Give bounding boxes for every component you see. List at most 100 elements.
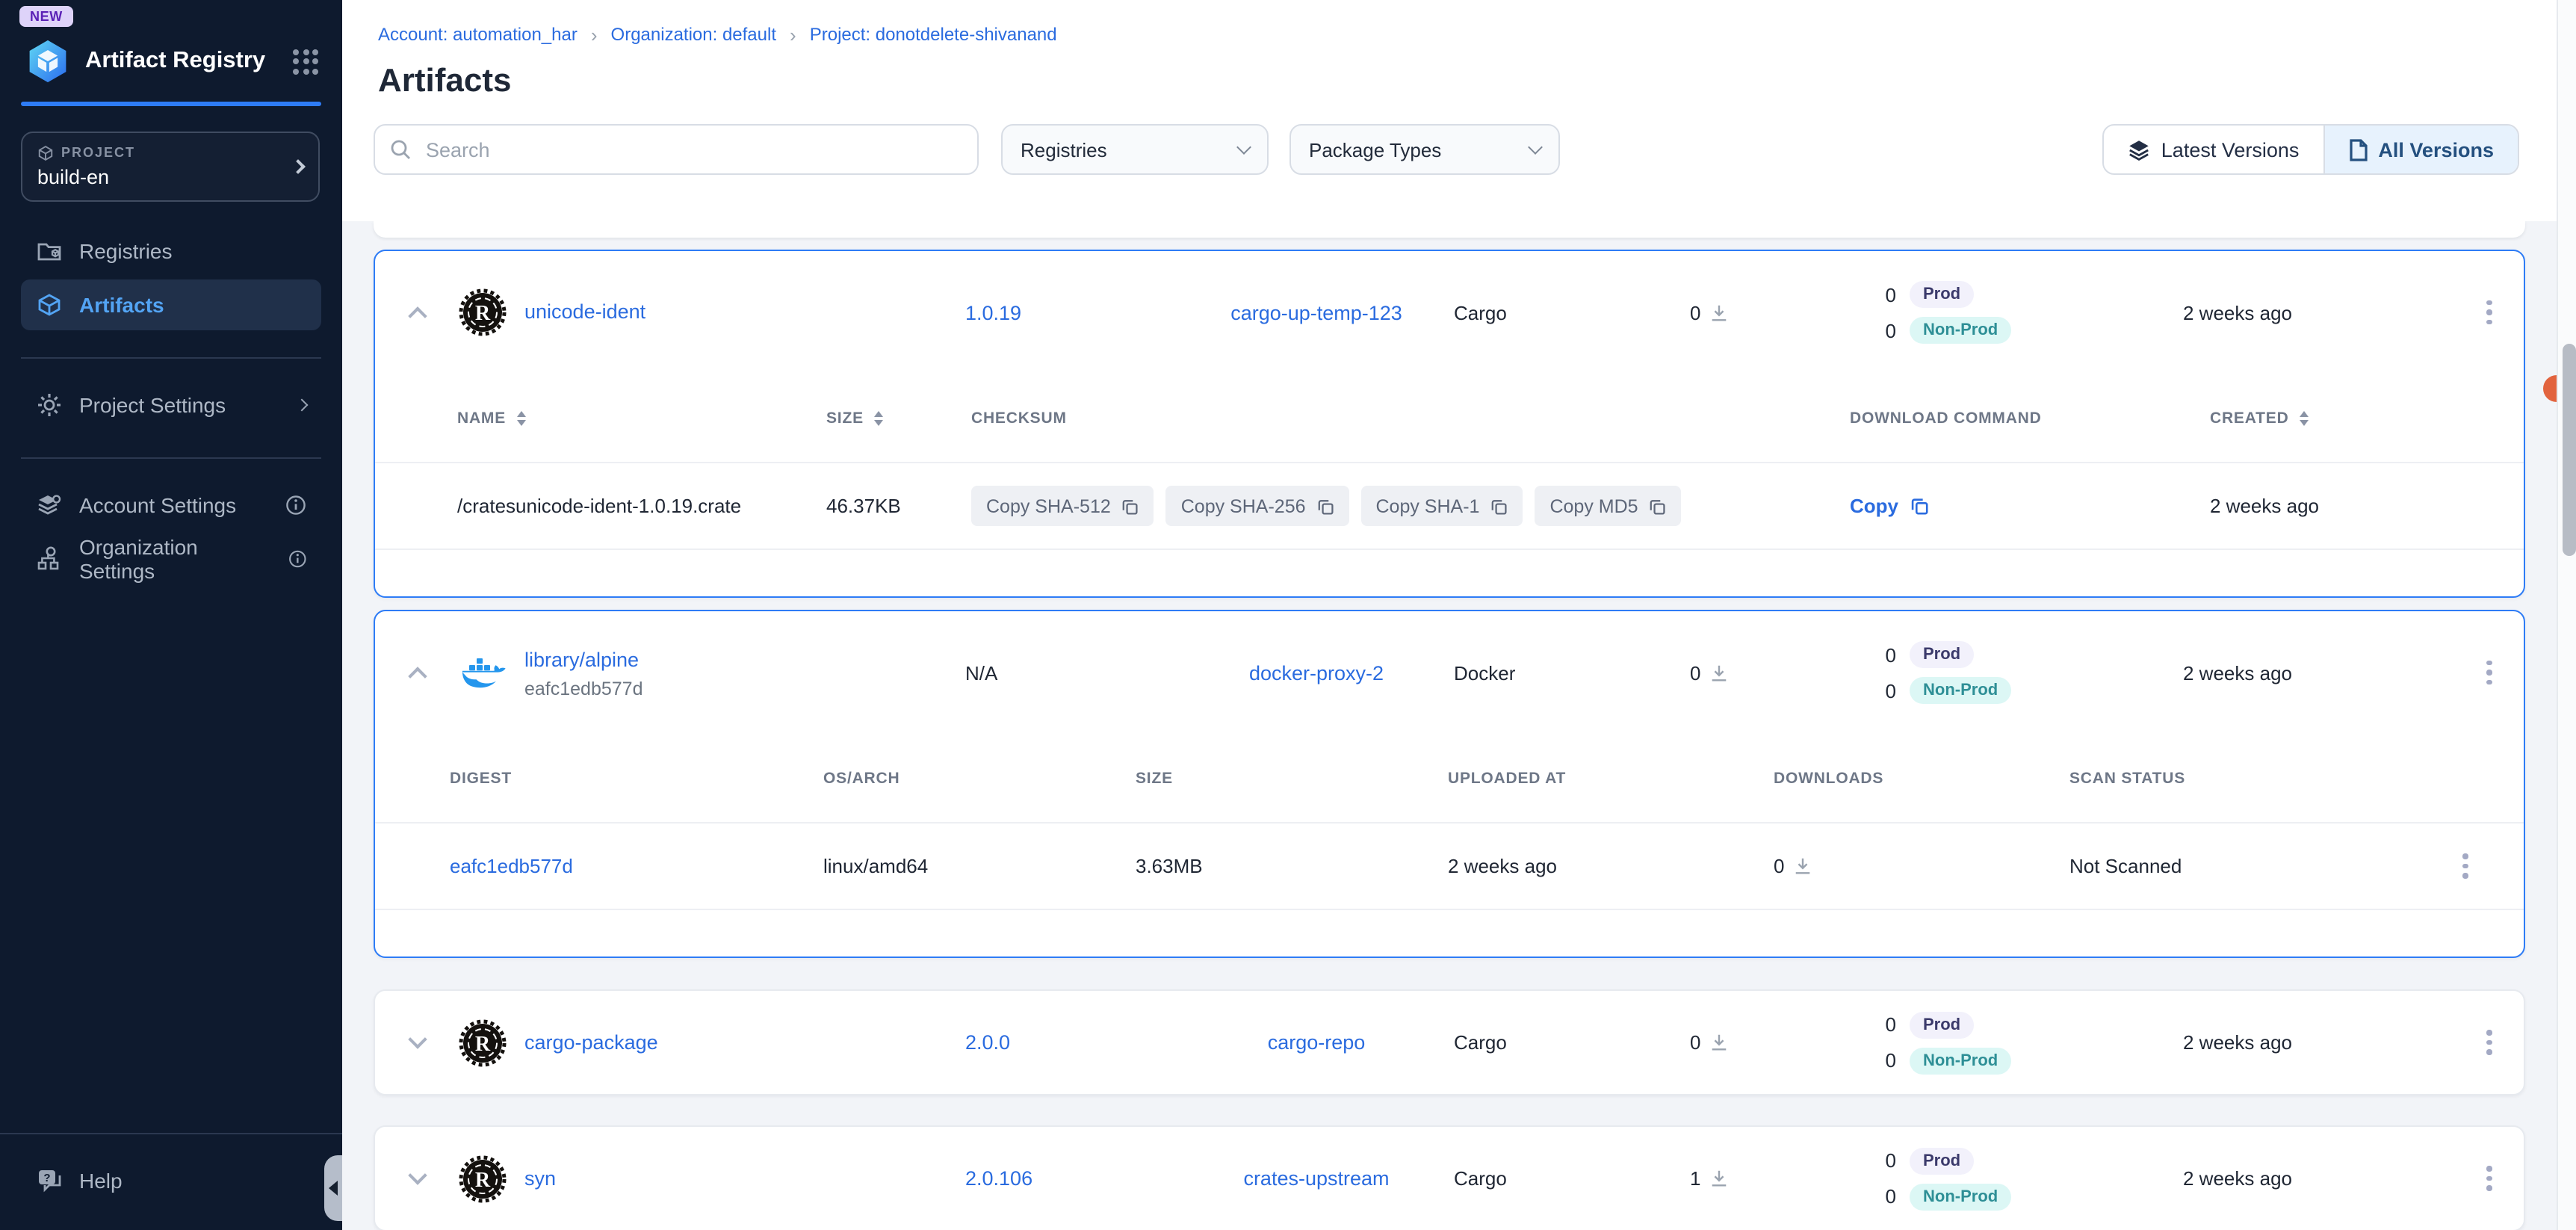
files-table-header: NAME SIZE CHECKSUM DOWNLOAD COMMAND CREA… [375, 374, 2524, 463]
copy-md5-button[interactable]: Copy MD5 [1535, 486, 1681, 526]
sort-icon[interactable] [874, 410, 883, 425]
sidebar-footer: ? Help [0, 1133, 342, 1230]
artifact-name-link[interactable]: syn [524, 1166, 556, 1189]
sort-icon[interactable] [2300, 410, 2309, 425]
artifact-repository-link[interactable]: cargo-repo [1268, 1031, 1366, 1054]
column-header: DOWNLOADS [1774, 769, 1883, 787]
created-date: 2 weeks ago [2183, 301, 2452, 324]
collapse-row-button[interactable] [375, 663, 459, 682]
project-label: PROJECT [61, 145, 135, 160]
package-type: Cargo [1436, 1167, 1630, 1190]
copy-icon [1490, 497, 1508, 515]
help-button[interactable]: ? Help [21, 1155, 321, 1206]
project-selector[interactable]: PROJECT build-en [21, 131, 320, 201]
environment-counts: 0Prod 0Non-Prod [1884, 1147, 2183, 1210]
package-type: Cargo [1436, 301, 1630, 324]
layers-gear-icon [36, 491, 63, 518]
sidebar-item-account-settings[interactable]: Account Settings [21, 479, 321, 530]
chevron-right-icon [296, 398, 309, 411]
artifact-name-link[interactable]: cargo-package [524, 1030, 658, 1053]
chevron-right-icon [291, 158, 306, 173]
cargo-package-icon: R [459, 1019, 507, 1066]
search-input[interactable] [423, 137, 962, 162]
versions-toggle: Latest Versions All Versions [2103, 124, 2519, 175]
file-icon [2348, 138, 2368, 161]
latest-versions-label: Latest Versions [2161, 138, 2300, 161]
artifact-repository-link[interactable]: cargo-up-temp-123 [1230, 301, 1402, 324]
expand-row-button[interactable] [375, 1175, 459, 1182]
sidebar-item-project-settings[interactable]: Project Settings [21, 379, 321, 430]
created-date: 2 weeks ago [2183, 1167, 2452, 1190]
download-icon [1709, 303, 1729, 322]
prod-count: 0 [1884, 643, 1896, 666]
prod-count: 0 [1884, 1149, 1896, 1172]
scrollbar-thumb[interactable] [2562, 344, 2575, 556]
registries-filter-dropdown[interactable]: Registries [1001, 124, 1269, 175]
artifacts-list: R unicode-ident 1.0.19 cargo-up-temp-123… [342, 221, 2576, 1230]
all-versions-button[interactable]: All Versions [2323, 126, 2518, 173]
breadcrumb-account-link[interactable]: Account: automation_har [378, 24, 578, 45]
latest-versions-button[interactable]: Latest Versions [2105, 126, 2323, 173]
info-icon[interactable] [285, 494, 306, 515]
artifact-name-link[interactable]: library/alpine [524, 648, 639, 670]
app-title: Artifact Registry [85, 48, 293, 75]
sort-icon[interactable] [516, 410, 525, 425]
prod-count: 0 [1884, 1013, 1896, 1036]
sidebar-item-organization-settings[interactable]: Organization Settings [21, 533, 321, 584]
project-cube-icon [37, 144, 54, 161]
copy-sha1-button[interactable]: Copy SHA-1 [1361, 486, 1523, 526]
layers-icon [2128, 138, 2151, 161]
digest-link[interactable]: eafc1edb577d [450, 855, 573, 877]
artifact-version-link[interactable]: 2.0.106 [965, 1167, 1032, 1190]
package-types-filter-dropdown[interactable]: Package Types [1289, 124, 1560, 175]
breadcrumb-project-link[interactable]: Project: donotdelete-shivanand [810, 24, 1057, 45]
artifact-registry-app: NEW Artifact Registry PROJECT [0, 0, 2576, 1230]
partially-scrolled-card [374, 221, 2525, 238]
filter-toolbar: Registries Package Types Latest Versions [374, 124, 2576, 175]
column-header: CREATED [2210, 409, 2289, 427]
collapse-arrow-icon [329, 1181, 338, 1196]
breadcrumb-organization-link[interactable]: Organization: default [611, 24, 777, 45]
svg-text:?: ? [43, 1172, 50, 1184]
image-actions-menu[interactable] [2407, 848, 2524, 885]
sidebar-item-registries[interactable]: Registries [21, 225, 321, 276]
sidebar-collapse-handle[interactable] [324, 1155, 342, 1221]
download-icon [1709, 1033, 1729, 1052]
artifact-version-link[interactable]: 1.0.19 [965, 301, 1021, 324]
expand-row-button[interactable] [375, 1039, 459, 1046]
artifact-name-link[interactable]: unicode-ident [524, 300, 645, 323]
chevron-down-icon [407, 1166, 426, 1184]
nonprod-badge: Non-Prod [1910, 1047, 2011, 1074]
row-actions-menu[interactable] [2452, 1161, 2527, 1197]
copy-download-command-link[interactable]: Copy [1850, 495, 2210, 517]
artifact-version-link[interactable]: 2.0.0 [965, 1031, 1010, 1054]
artifact-repository-link[interactable]: crates-upstream [1243, 1167, 1389, 1190]
row-actions-menu[interactable] [2452, 1025, 2527, 1061]
artifact-repository-link[interactable]: docker-proxy-2 [1249, 661, 1384, 684]
copy-sha256-button[interactable]: Copy SHA-256 [1166, 486, 1349, 526]
sidebar-nav: Registries Artifacts Project Settings [0, 201, 342, 584]
info-icon[interactable] [288, 548, 306, 569]
row-actions-menu[interactable] [2452, 655, 2527, 691]
os-arch: linux/amd64 [823, 855, 1136, 877]
prod-badge: Prod [1910, 641, 1974, 668]
row-actions-menu[interactable] [2452, 294, 2527, 331]
breadcrumb: Account: automation_har › Organization: … [378, 24, 2576, 45]
chevron-up-icon [407, 666, 426, 684]
collapse-row-button[interactable] [375, 303, 459, 322]
app-logo-icon [25, 39, 70, 84]
file-created-date: 2 weeks ago [2210, 495, 2524, 517]
downloads-count: 0 [1690, 301, 1700, 324]
column-header: DOWNLOAD COMMAND [1850, 409, 2042, 427]
scrollbar-track[interactable] [2557, 0, 2576, 1230]
sidebar-item-label: Organization Settings [79, 534, 255, 582]
sidebar-item-label: Account Settings [79, 492, 236, 516]
copy-sha512-button[interactable]: Copy SHA-512 [971, 486, 1154, 526]
chevron-up-icon [407, 306, 426, 324]
breadcrumb-separator: › [790, 25, 796, 44]
app-switcher-icon[interactable] [293, 49, 318, 74]
chevron-down-icon [1236, 139, 1251, 154]
sidebar-item-artifacts[interactable]: Artifacts [21, 279, 321, 330]
sidebar-divider [0, 1133, 342, 1134]
created-date: 2 weeks ago [2183, 661, 2452, 684]
